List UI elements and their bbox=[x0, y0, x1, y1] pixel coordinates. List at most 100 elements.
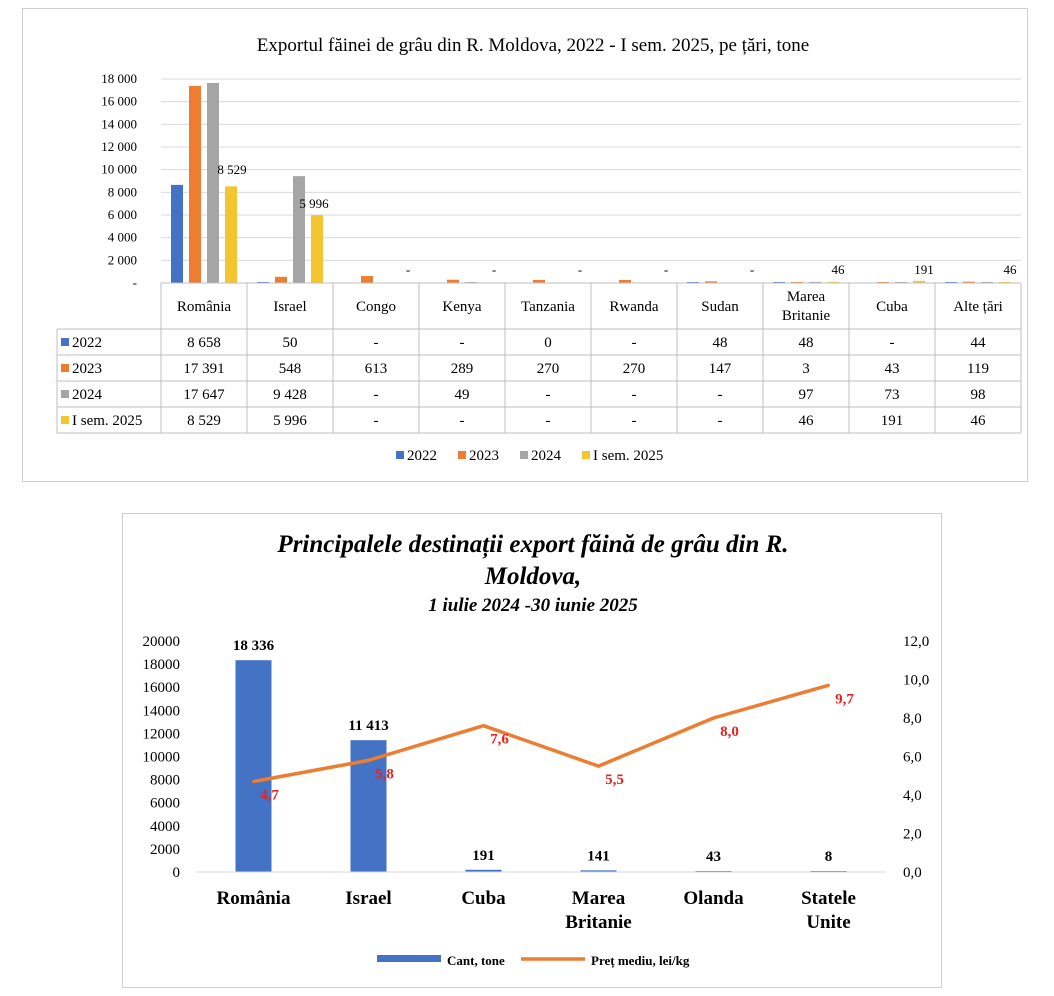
table-cell: 46 bbox=[971, 413, 987, 429]
table-cell: 3 bbox=[802, 361, 810, 377]
chart-2-title-line-2: Moldova, bbox=[484, 563, 582, 590]
y2-tick-label: 6,0 bbox=[903, 750, 922, 766]
category-label: Tanzania bbox=[521, 299, 575, 315]
table-cell: - bbox=[374, 387, 379, 403]
line-data-label: 5,8 bbox=[375, 766, 394, 782]
y-tick-label: 6000 bbox=[150, 796, 180, 812]
y2-tick-label: 2,0 bbox=[903, 827, 922, 843]
y-tick-label: 2000 bbox=[150, 842, 180, 858]
category-label: Rwanda bbox=[609, 299, 658, 315]
legend-key bbox=[61, 364, 69, 372]
chart-2-panel: Principalele destinații export făină de … bbox=[122, 513, 942, 988]
legend-key bbox=[61, 338, 69, 346]
bar-data-label: 43 bbox=[706, 849, 721, 865]
category-label: Israel bbox=[345, 888, 391, 909]
data-label: - bbox=[664, 262, 668, 277]
bar-2022-0 bbox=[171, 184, 183, 283]
category-label: Britanie bbox=[565, 912, 632, 933]
legend-key bbox=[458, 451, 466, 459]
bar-I-sem-2025-1 bbox=[311, 215, 323, 283]
data-label: - bbox=[750, 262, 754, 277]
bar-2024-7 bbox=[809, 281, 821, 283]
legend-key bbox=[582, 451, 590, 459]
bar-2024-1 bbox=[293, 176, 305, 283]
y-tick-label: 4 000 bbox=[108, 230, 137, 245]
line-pret-mediu bbox=[253, 683, 829, 784]
table-cell: 46 bbox=[799, 413, 815, 429]
table-cell: 50 bbox=[283, 335, 298, 351]
data-label: - bbox=[578, 262, 582, 277]
chart-1-panel: Exportul făinei de grâu din R. Moldova, … bbox=[22, 8, 1028, 482]
y-tick-label: 16000 bbox=[143, 680, 181, 696]
data-label: 8 529 bbox=[217, 162, 246, 177]
row-header: 2024 bbox=[72, 387, 103, 403]
line-point bbox=[597, 764, 600, 768]
table-cell: 98 bbox=[971, 387, 986, 403]
bar-data-label: 141 bbox=[587, 848, 610, 864]
table-cell: 613 bbox=[365, 361, 388, 377]
bar-2024-0 bbox=[207, 83, 219, 283]
table-cell: - bbox=[374, 335, 379, 351]
line-data-label: 4,7 bbox=[260, 788, 279, 804]
line-data-label: 7,6 bbox=[490, 732, 509, 748]
table-cell: 8 529 bbox=[187, 413, 221, 429]
legend-key bbox=[520, 451, 528, 459]
table-cell: 48 bbox=[799, 335, 814, 351]
table-cell: 147 bbox=[709, 361, 732, 377]
line-point bbox=[482, 724, 485, 728]
table-cell: - bbox=[890, 335, 895, 351]
category-label-line: Marea bbox=[787, 289, 826, 305]
bar-I-sem-2025-0 bbox=[225, 186, 237, 283]
bar-data-label: 8 bbox=[825, 849, 833, 865]
category-label: România bbox=[217, 888, 291, 909]
category-label: Cuba bbox=[461, 888, 506, 909]
category-label: Alte țări bbox=[953, 299, 1003, 315]
line-data-label: 9,7 bbox=[835, 691, 854, 707]
y-tick-label: 16 000 bbox=[101, 94, 137, 109]
y-tick-label: 20000 bbox=[143, 634, 181, 650]
category-label: Israel bbox=[273, 299, 306, 315]
table-cell: 49 bbox=[455, 387, 470, 403]
table-cell: 289 bbox=[451, 361, 474, 377]
legend-key-cant bbox=[377, 955, 441, 962]
data-label: 46 bbox=[1004, 262, 1018, 277]
y-tick-label: 18000 bbox=[143, 657, 181, 673]
category-label: Marea bbox=[572, 888, 626, 909]
bar-cant-3 bbox=[580, 870, 617, 872]
legend-label: 2022 bbox=[407, 448, 437, 464]
y-tick-label: - bbox=[133, 275, 137, 290]
table-cell: 44 bbox=[971, 335, 987, 351]
bar-I-sem-2025-8 bbox=[913, 280, 925, 283]
table-cell: - bbox=[632, 413, 637, 429]
bar-2023-2 bbox=[361, 276, 373, 283]
line-data-label: 5,5 bbox=[605, 772, 624, 788]
row-header: 2022 bbox=[72, 335, 102, 351]
bar-data-label: 18 336 bbox=[233, 638, 275, 654]
legend-label: Cant, tone bbox=[447, 953, 505, 968]
table-cell: 191 bbox=[881, 413, 904, 429]
chart-1: Exportul făinei de grâu din R. Moldova, … bbox=[56, 35, 1022, 464]
table-cell: - bbox=[718, 413, 723, 429]
bar-data-label: 11 413 bbox=[348, 718, 388, 734]
table-cell: 48 bbox=[713, 335, 728, 351]
category-label: Cuba bbox=[876, 299, 908, 315]
bar-cant-2 bbox=[465, 869, 502, 872]
y-tick-label: 18 000 bbox=[101, 71, 137, 86]
legend-label: 2024 bbox=[531, 448, 562, 464]
table-cell: 0 bbox=[544, 335, 552, 351]
y-tick-label: 2 000 bbox=[108, 252, 137, 267]
line-data-label: 8,0 bbox=[720, 724, 739, 740]
legend-key bbox=[396, 451, 404, 459]
line-point bbox=[827, 683, 830, 687]
y-tick-label: 0 bbox=[173, 865, 181, 881]
y-tick-label: 10 000 bbox=[101, 162, 137, 177]
line-point bbox=[252, 780, 255, 784]
bar-2023-5 bbox=[619, 279, 631, 283]
table-cell: 548 bbox=[279, 361, 302, 377]
y-tick-label: 14 000 bbox=[101, 116, 137, 131]
bar-2023-3 bbox=[447, 279, 459, 283]
y-tick-label: 14000 bbox=[143, 703, 181, 719]
y-tick-label: 12000 bbox=[143, 726, 181, 742]
table-cell: - bbox=[460, 335, 465, 351]
data-label: - bbox=[492, 262, 496, 277]
